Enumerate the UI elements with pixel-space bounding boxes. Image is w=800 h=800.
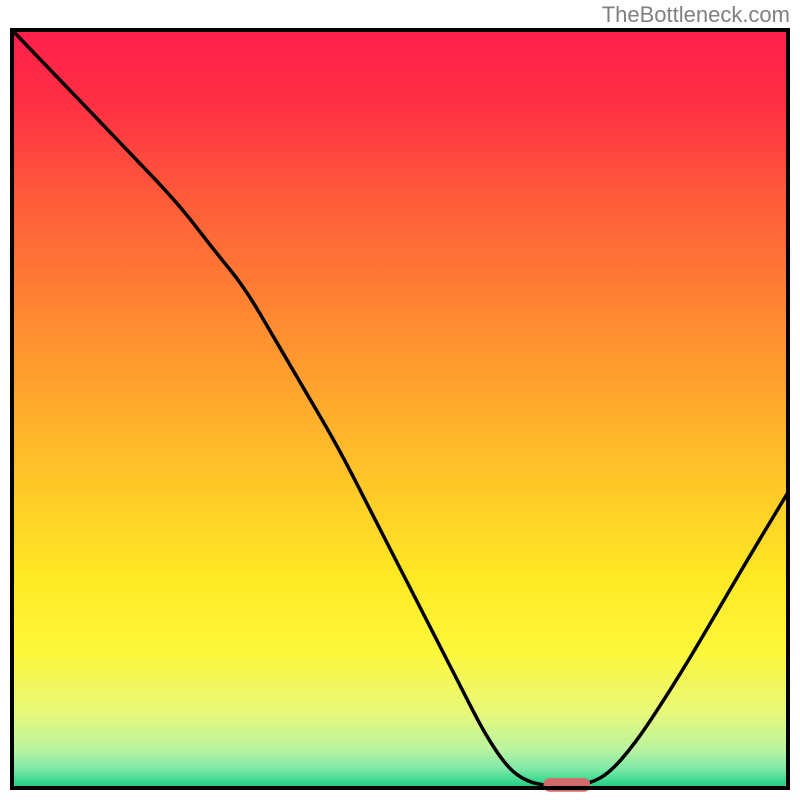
bottleneck-chart: [0, 0, 800, 800]
chart-container: TheBottleneck.com: [0, 0, 800, 800]
watermark-text: TheBottleneck.com: [602, 2, 790, 28]
chart-background: [12, 30, 788, 788]
